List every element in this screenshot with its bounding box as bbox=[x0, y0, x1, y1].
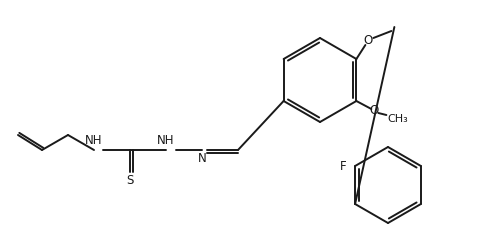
Text: N: N bbox=[198, 152, 207, 165]
Text: S: S bbox=[126, 174, 134, 187]
Text: NH: NH bbox=[157, 134, 175, 148]
Text: CH₃: CH₃ bbox=[387, 114, 408, 124]
Text: NH: NH bbox=[85, 134, 103, 148]
Text: O: O bbox=[364, 34, 373, 48]
Text: F: F bbox=[340, 160, 347, 173]
Text: O: O bbox=[370, 104, 379, 118]
